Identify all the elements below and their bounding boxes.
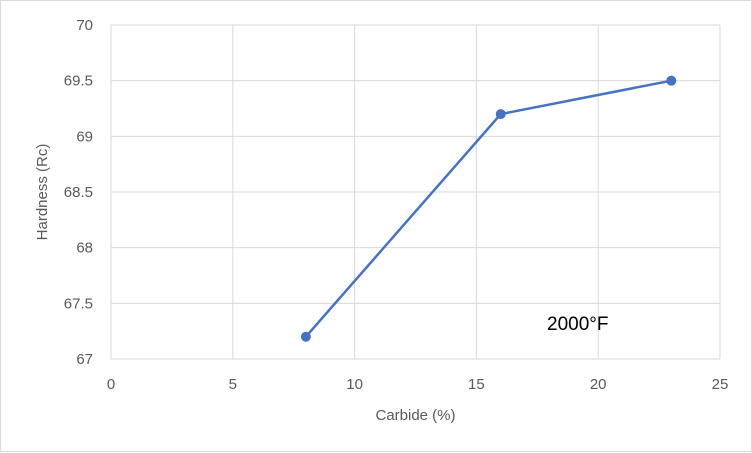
y-tick-label: 68 [76,240,93,257]
data-point [300,331,311,342]
y-tick-label: 69 [76,128,93,145]
data-point [666,75,677,86]
temperature-annotation: 2000°F [547,314,608,335]
gridlines [110,24,721,360]
y-tick-label: 68.5 [64,184,93,201]
y-axis-tick-labels: 67 67.5 68 68.5 69 69.5 70 [64,17,93,368]
x-tick-label: 15 [468,376,485,393]
y-tick-label: 67 [76,351,93,368]
x-tick-label: 25 [712,376,729,393]
y-axis-title: Hardness (Rc) [34,144,51,241]
x-tick-label: 0 [107,376,115,393]
x-tick-label: 10 [346,376,363,393]
x-tick-label: 20 [590,376,607,393]
y-tick-label: 67.5 [64,295,93,312]
y-tick-label: 69.5 [64,73,93,90]
x-axis-tick-labels: 0 5 10 15 20 25 [107,376,729,393]
x-tick-label: 5 [229,376,237,393]
x-axis-title: Carbide (%) [375,407,455,424]
series-layer [300,75,677,342]
data-point [495,109,506,120]
y-tick-label: 70 [76,17,93,34]
series-line [304,79,672,338]
